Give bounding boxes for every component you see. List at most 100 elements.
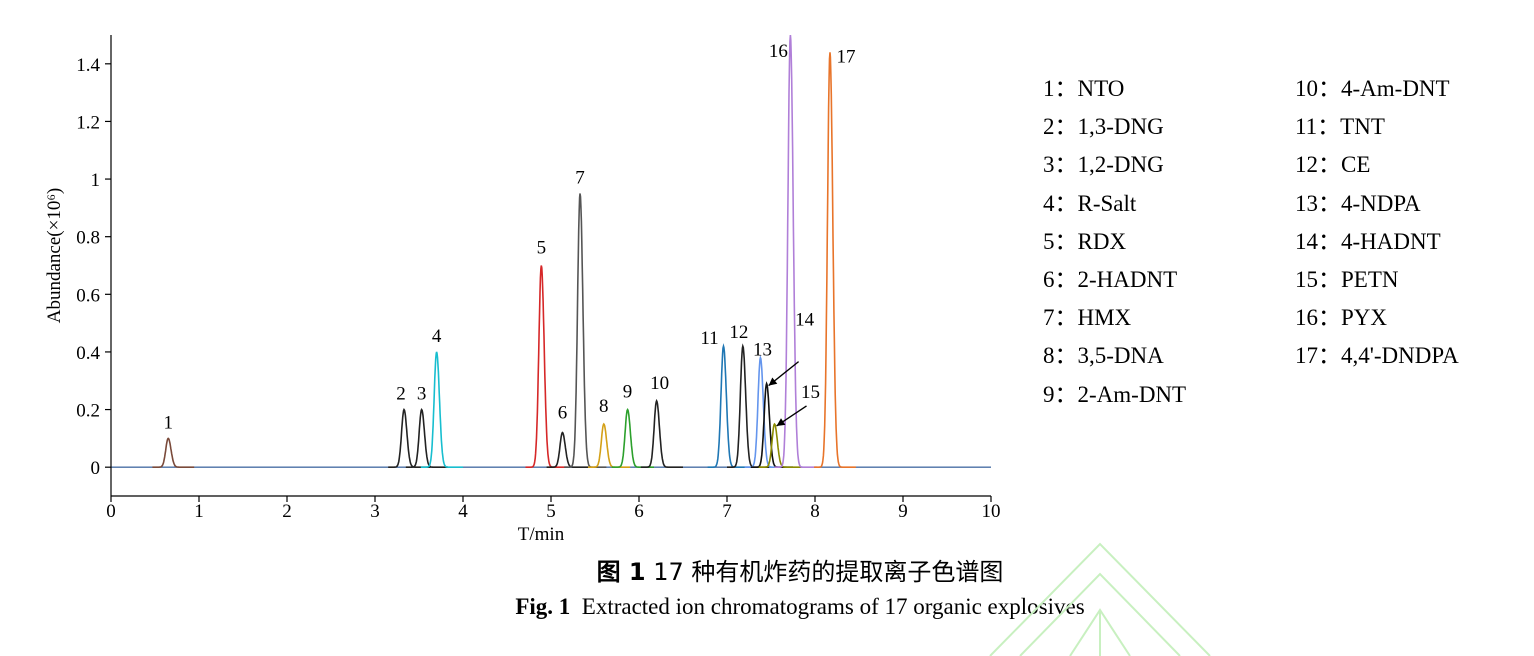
peak-7-label: 7 xyxy=(575,167,585,188)
legend-item-3: 3：1,2-DNG xyxy=(1043,146,1186,184)
legend-separator: ： xyxy=(1318,190,1341,216)
x-tick-label: 4 xyxy=(458,501,468,522)
peak-6-label: 6 xyxy=(558,403,568,424)
legend-separator: ： xyxy=(1054,76,1078,101)
legend-column-2: 10：4-Am-DNT 11：TNT 12：CE 13：4-NDPA 14：4-HADN… xyxy=(1295,70,1459,376)
legend-item-2: 2：1,3-DNG xyxy=(1043,108,1186,146)
x-tick-label: 2 xyxy=(282,501,292,522)
legend-number: 6 xyxy=(1043,267,1055,293)
peak-16-label: 16 xyxy=(769,41,788,62)
peak-4-trace xyxy=(420,351,463,468)
legend-compound-name: 3,5-DNA xyxy=(1077,343,1164,369)
figure-caption-english: Fig. 1 Extracted ion chromatograms of 17… xyxy=(0,594,1534,620)
legend-compound-name: TNT xyxy=(1340,114,1385,140)
legend-compound-name: PETN xyxy=(1341,267,1399,293)
y-tick-label: 1 xyxy=(91,170,101,191)
legend-compound-name: 2-HADNT xyxy=(1077,267,1178,293)
x-tick-label: 5 xyxy=(546,501,556,522)
peak-5-trace xyxy=(525,265,568,468)
legend-compound-name: NTO xyxy=(1077,76,1125,101)
legend-compound-name: 4-HADNT xyxy=(1341,228,1441,254)
peak-2-label: 2 xyxy=(396,384,406,405)
peak-15-label: 15 xyxy=(801,382,820,403)
legend-item-8: 8：3,5-DNA xyxy=(1043,337,1186,375)
legend-item-6: 6：2-HADNT xyxy=(1043,261,1186,299)
legend-compound-name: 4-NDPA xyxy=(1341,190,1421,216)
legend-compound-name: 1,3-DNG xyxy=(1077,114,1164,140)
legend-separator: ： xyxy=(1318,76,1341,101)
legend-separator: ： xyxy=(1317,114,1341,140)
peak-9-trace xyxy=(611,407,654,468)
peak-3-trace xyxy=(405,407,448,468)
x-tick-label: 8 xyxy=(810,501,820,522)
caption-en-prefix: Fig. 1 xyxy=(515,594,571,619)
peak-traces xyxy=(111,35,991,468)
y-tick-label: 1.2 xyxy=(76,112,100,133)
legend-number: 2 xyxy=(1043,114,1055,140)
legend-number: 7 xyxy=(1043,305,1055,331)
x-tick-label: 10 xyxy=(982,501,1001,522)
peak-group xyxy=(152,35,856,468)
peak-7-trace xyxy=(564,193,607,468)
legend-item-7: 7：HMX xyxy=(1043,299,1186,337)
x-axis-label: T/min xyxy=(518,524,565,545)
legend-item-4: 4：R-Salt xyxy=(1043,185,1186,223)
legend-compound-name: 2-Am-DNT xyxy=(1077,381,1187,407)
legend-separator: ： xyxy=(1054,152,1078,178)
legend-compound-name: HMX xyxy=(1077,305,1132,331)
legend-compound-name: CE xyxy=(1341,152,1371,178)
legend-item-9: 9：2-Am-DNT xyxy=(1043,376,1186,414)
x-tick-label: 3 xyxy=(370,501,380,522)
peak-6-trace xyxy=(546,431,589,468)
legend-number: 8 xyxy=(1043,343,1055,369)
legend-separator: ： xyxy=(1054,381,1078,407)
legend-item-1: 1：NTO xyxy=(1043,70,1186,108)
x-tick-label: 0 xyxy=(106,501,116,522)
peak-16-trace xyxy=(774,35,817,468)
legend-separator: ： xyxy=(1054,267,1078,293)
peak-1-trace xyxy=(152,437,195,468)
legend-separator: ： xyxy=(1318,343,1341,369)
legend-separator: ： xyxy=(1054,343,1078,369)
x-tick-label: 6 xyxy=(634,501,644,522)
legend-item-17: 17：4,4'-DNDPA xyxy=(1295,337,1459,375)
y-tick-label: 0.4 xyxy=(76,343,100,364)
peak-10-label: 10 xyxy=(650,373,669,394)
legend-compound-name: 4,4'-DNDPA xyxy=(1341,343,1459,369)
legend-separator: ： xyxy=(1318,152,1341,178)
legend-number: 10 xyxy=(1295,76,1318,101)
legend-item-14: 14：4-HADNT xyxy=(1295,223,1459,261)
legend-number: 15 xyxy=(1295,267,1318,293)
peak-11-label: 11 xyxy=(700,328,718,349)
peak-11-trace xyxy=(707,343,750,468)
x-tick-label: 1 xyxy=(194,501,204,522)
x-tick-label: 7 xyxy=(722,501,732,522)
y-tick-label: 0.6 xyxy=(76,285,100,306)
peak-8-trace xyxy=(588,422,631,468)
y-axis-label: Abundance(×10⁶) xyxy=(44,188,65,324)
x-tick-label: 9 xyxy=(898,501,908,522)
legend-item-10: 10：4-Am-DNT xyxy=(1295,70,1459,108)
legend-number: 4 xyxy=(1043,190,1055,216)
legend-compound-name: RDX xyxy=(1077,228,1127,254)
legend-item-5: 5：RDX xyxy=(1043,223,1186,261)
axes: 0 1 2 3 4 5 6 7 8 9 1000.20.40.60.811.21.4T/minAbu… xyxy=(44,35,1001,545)
peak-15-trace xyxy=(758,422,801,468)
peak-12-label: 12 xyxy=(729,322,748,343)
legend-item-13: 13：4-NDPA xyxy=(1295,185,1459,223)
legend-item-16: 16：PYX xyxy=(1295,299,1459,337)
figure-caption-chinese: 图 1 17 种有机炸药的提取离子色谱图 xyxy=(0,552,1534,587)
peak-13-label: 13 xyxy=(753,340,772,361)
legend-separator: ： xyxy=(1318,305,1341,331)
peak-9-label: 9 xyxy=(623,382,633,403)
peak-4-label: 4 xyxy=(432,326,442,347)
y-tick-label: 1.4 xyxy=(76,55,100,76)
legend-separator: ： xyxy=(1054,228,1078,254)
legend-number: 3 xyxy=(1043,152,1055,178)
legend-number: 17 xyxy=(1295,343,1318,369)
legend-number: 16 xyxy=(1295,305,1318,331)
peak-17-trace xyxy=(814,52,856,468)
legend-compound-name: PYX xyxy=(1341,305,1388,331)
peak-2-trace xyxy=(388,407,431,468)
